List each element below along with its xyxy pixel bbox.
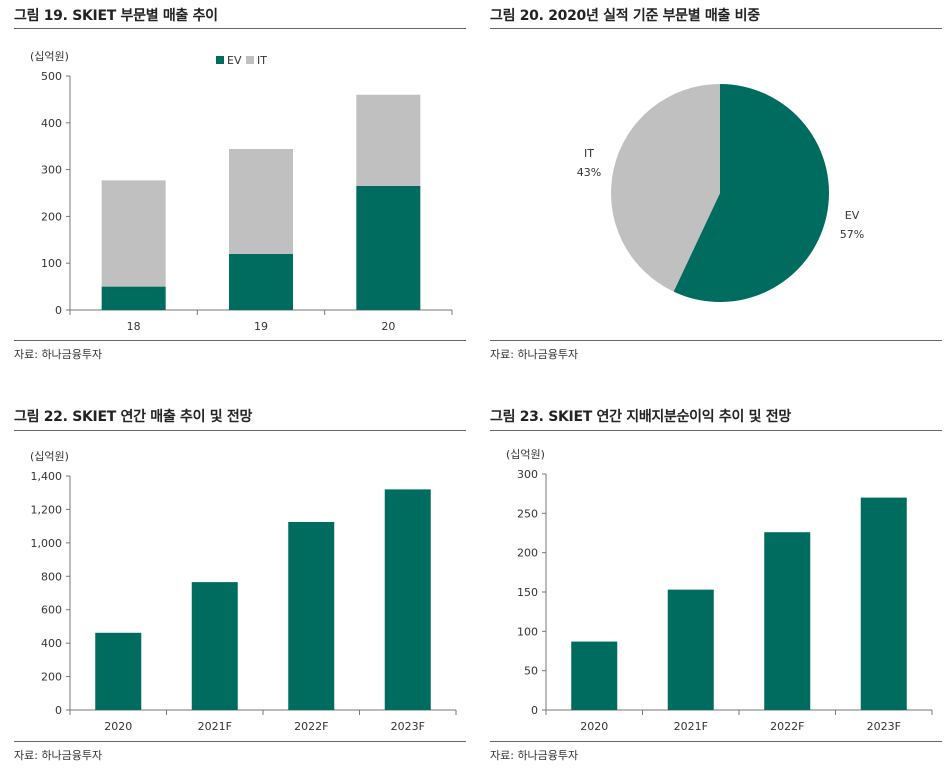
x-tick-label: 2023F	[391, 720, 425, 733]
y-tick-label: 200	[517, 547, 538, 560]
bar	[95, 632, 142, 710]
y-tick-label: 500	[41, 70, 62, 83]
x-tick-label: 18	[127, 320, 141, 333]
y-tick-label: 1,400	[31, 470, 63, 483]
source-note: 자료: 하나금융투자	[14, 749, 103, 762]
y-tick-label: 0	[531, 704, 538, 717]
bar	[860, 497, 907, 710]
y-tick-label: 100	[517, 625, 538, 638]
source-rule	[14, 741, 466, 742]
bar-ev	[229, 253, 293, 310]
y-tick-label: 400	[41, 117, 62, 130]
x-tick-label: 19	[254, 320, 268, 333]
y-tick-label: 1,000	[31, 537, 63, 550]
slice-value-ev: 57%	[840, 228, 864, 241]
source-rule	[490, 741, 942, 742]
annual-sales-chart: (십억원) 1,400 1,200 1,000 800 600 400 200 0 2020 202…	[30, 450, 457, 733]
y-tick-label: 250	[517, 507, 538, 520]
bar-ev	[356, 185, 421, 310]
chart-title: 그림 23. SKIET 연간 지배지분순이익 추이 및 전망	[490, 409, 791, 425]
bar-it	[229, 149, 293, 254]
pie-slice-ev	[673, 84, 829, 302]
bar	[191, 582, 238, 710]
y-tick-label: 300	[517, 468, 538, 481]
panel-sales-mix: 그림 20. 2020년 실적 기준 부문별 매출 비중 EV 57% IT 43% …	[490, 0, 942, 370]
y-tick-label: 200	[41, 671, 62, 684]
x-tick-label: 2020	[580, 720, 608, 733]
bar-it	[356, 94, 421, 186]
legend-swatch-ev	[216, 56, 224, 64]
sales-mix-pie: EV 57% IT 43%	[577, 84, 864, 302]
y-axis-label: (십억원)	[30, 50, 69, 63]
x-tick-label: 2022F	[294, 720, 328, 733]
slice-name-ev: EV	[845, 209, 860, 222]
y-tick-label: 0	[55, 304, 62, 317]
chart-title: 그림 19. SKIET 부문별 매출 추이	[14, 8, 218, 24]
x-tick-label: 2021F	[198, 720, 232, 733]
panel-net-income: 그림 23. SKIET 연간 지배지분순이익 추이 및 전망 (십억원) 300…	[490, 398, 942, 768]
slice-name-it: IT	[584, 147, 594, 160]
y-tick-label: 400	[41, 637, 62, 650]
source-rule	[14, 340, 466, 341]
y-tick-label: 600	[41, 604, 62, 617]
title-rule	[14, 430, 466, 431]
title-rule	[490, 430, 942, 431]
source-note: 자료: 하나금융투자	[14, 348, 103, 361]
source-note: 자료: 하나금융투자	[490, 749, 579, 762]
source-rule	[490, 340, 942, 341]
bar-ev	[101, 286, 166, 310]
bar-it	[101, 180, 166, 287]
bar	[764, 532, 811, 710]
chart-title: 그림 22. SKIET 연간 매출 추이 및 전망	[14, 409, 253, 425]
y-tick-label: 300	[41, 164, 62, 177]
x-tick-label: 2020	[104, 720, 132, 733]
x-tick-label: 2023F	[867, 720, 901, 733]
y-tick-label: 800	[41, 570, 62, 583]
y-tick-label: 50	[524, 665, 538, 678]
chart-title: 그림 20. 2020년 실적 기준 부문별 매출 비중	[490, 8, 760, 24]
net-income-chart: (십억원) 300 250 200 150 100 50 0 2020 2021F 2022F 202…	[506, 448, 933, 733]
source-note: 자료: 하나금융투자	[490, 348, 579, 361]
y-tick-label: 1,200	[31, 503, 63, 516]
x-tick-label: 20	[381, 320, 395, 333]
x-tick-label: 2021F	[674, 720, 708, 733]
panel-segment-sales: 그림 19. SKIET 부문별 매출 추이 (십억원) 500 400 300 200…	[14, 0, 466, 370]
title-rule	[14, 28, 466, 29]
slice-value-it: 43%	[577, 166, 601, 179]
pie-slice-it	[611, 84, 720, 292]
bar	[667, 589, 714, 710]
x-tick-label: 2022F	[770, 720, 804, 733]
bar	[571, 641, 618, 710]
y-tick-label: 100	[41, 257, 62, 270]
segment-sales-chart: (십억원) 500 400 300 200 100 0 18 19 20 EV IT	[30, 50, 453, 333]
y-tick-label: 150	[517, 586, 538, 599]
legend-label-ev: EV	[227, 54, 242, 67]
legend-swatch-it	[246, 56, 254, 64]
y-tick-label: 0	[55, 704, 62, 717]
title-rule	[490, 28, 942, 29]
panel-annual-sales: 그림 22. SKIET 연간 매출 추이 및 전망 (십억원) 1,400 1,2…	[14, 398, 466, 768]
legend-label-it: IT	[257, 54, 267, 67]
y-axis-label: (십억원)	[30, 450, 69, 463]
y-axis-label: (십억원)	[506, 448, 545, 461]
bar	[384, 489, 431, 710]
y-tick-label: 200	[41, 210, 62, 223]
bar	[288, 521, 335, 710]
